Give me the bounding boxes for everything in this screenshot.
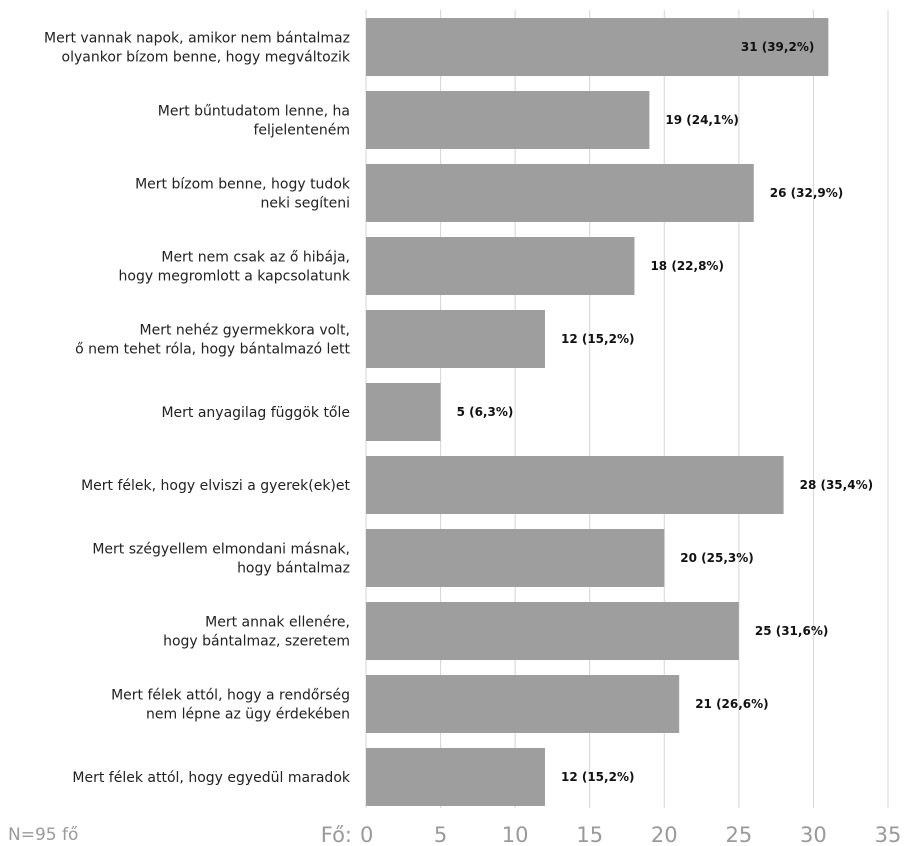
category-label-line: hogy megromlott a kapcsolatunk xyxy=(119,269,351,285)
x-tick-label: 0 xyxy=(360,823,373,846)
x-tick-label: 5 xyxy=(434,823,447,846)
x-axis-ticks: 0 5 10 15 20 25 30 35 xyxy=(360,823,901,846)
category-label: Mert vannak napok, amikor nem bántalmaz o… xyxy=(44,31,351,66)
data-label: 5 (6,3%) xyxy=(457,405,514,419)
bar xyxy=(366,237,635,295)
bar xyxy=(366,675,680,733)
category-label: Mert bűntudatom lenne, ha feljelenteném xyxy=(158,104,350,139)
category-label-line: Mert vannak napok, amikor nem bántalmaz xyxy=(44,31,350,47)
bar xyxy=(366,310,545,368)
data-label: 25 (31,6%) xyxy=(755,624,828,638)
category-label-line: Mert félek attól, hogy egyedül maradok xyxy=(72,770,350,786)
category-labels: Mert vannak napok, amikor nem bántalmaz o… xyxy=(44,31,351,787)
category-label: Mert bízom benne, hogy tudok neki segíten… xyxy=(135,177,351,212)
category-label-line: Mert bűntudatom lenne, ha xyxy=(158,104,350,120)
x-tick-label: 30 xyxy=(800,823,827,846)
bar xyxy=(366,602,739,660)
category-label-line: olyankor bízom benne, hogy megváltozik xyxy=(62,50,351,66)
category-label: Mert anyagilag függök tőle xyxy=(161,405,350,421)
category-label: Mert nem csak az ő hibája, hogy megromlot… xyxy=(119,250,351,285)
category-label: Mert nehéz gyermekkora volt, ő nem tehet … xyxy=(75,323,350,358)
data-label: 26 (32,9%) xyxy=(770,186,843,200)
category-label-line: Mert félek, hogy elviszi a gyerek(ek)et xyxy=(81,478,350,494)
category-label-line: hogy bántalmaz xyxy=(237,561,350,577)
category-label-line: ő nem tehet róla, hogy bántalmazó lett xyxy=(75,342,350,358)
bar xyxy=(366,383,441,441)
x-tick-label: 15 xyxy=(576,823,603,846)
category-label: Mert annak ellenére, hogy bántalmaz, szer… xyxy=(163,615,350,650)
x-axis-prefix: Fő: xyxy=(321,823,352,846)
x-tick-label: 35 xyxy=(875,823,902,846)
category-label-line: Mert bízom benne, hogy tudok xyxy=(135,177,351,193)
category-label-line: Mert nehéz gyermekkora volt, xyxy=(140,323,350,339)
x-tick-label: 20 xyxy=(651,823,678,846)
bar xyxy=(366,18,829,76)
category-label: Mert szégyellem elmondani másnak, hogy bá… xyxy=(92,542,350,577)
data-label: 28 (35,4%) xyxy=(800,478,873,492)
category-label: Mert félek, hogy elviszi a gyerek(ek)et xyxy=(81,478,350,494)
data-label: 21 (26,6%) xyxy=(695,697,768,711)
data-label: 18 (22,8%) xyxy=(650,259,723,273)
data-label: 12 (15,2%) xyxy=(561,770,634,784)
data-label: 20 (25,3%) xyxy=(680,551,753,565)
bar xyxy=(366,748,545,806)
sample-size-note: N=95 fő xyxy=(8,825,78,845)
category-label-line: Mert félek attól, hogy a rendőrség xyxy=(111,688,350,704)
category-label: Mert félek attól, hogy a rendőrség nem lé… xyxy=(111,688,350,723)
data-label: 31 (39,2%) xyxy=(741,40,814,54)
category-label-line: Mert anyagilag függök tőle xyxy=(161,405,350,421)
data-label: 12 (15,2%) xyxy=(561,332,634,346)
category-label-line: Mert szégyellem elmondani másnak, xyxy=(92,542,350,558)
bar xyxy=(366,456,784,514)
category-label-line: feljelenteném xyxy=(253,123,350,139)
category-label-line: Mert annak ellenére, xyxy=(205,615,350,631)
x-tick-label: 10 xyxy=(502,823,529,846)
bar xyxy=(366,164,754,222)
data-label: 19 (24,1%) xyxy=(665,113,738,127)
category-label-line: hogy bántalmaz, szeretem xyxy=(163,634,350,650)
bar xyxy=(366,91,650,149)
category-label-line: Mert nem csak az ő hibája, xyxy=(161,250,350,266)
category-label-line: neki segíteni xyxy=(261,196,350,212)
category-label-line: nem lépne az ügy érdekében xyxy=(146,707,350,723)
data-labels: 31 (39,2%) 19 (24,1%) 26 (32,9%) 18 (22,8%)… xyxy=(457,40,874,784)
bar xyxy=(366,529,665,587)
x-tick-label: 25 xyxy=(725,823,752,846)
bars xyxy=(366,18,829,806)
category-label: Mert félek attól, hogy egyedül maradok xyxy=(72,770,350,786)
